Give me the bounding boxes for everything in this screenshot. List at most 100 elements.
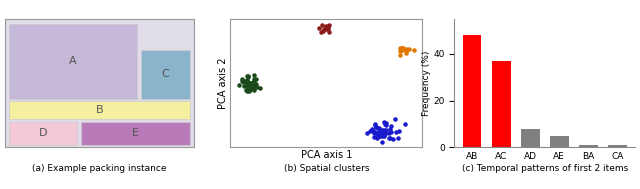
Point [248,88,259,91]
Bar [9,101,190,119]
Point [319,27,330,30]
Point [397,47,407,50]
Point [402,49,412,52]
Point [314,26,324,29]
Point [367,128,377,131]
Point [248,86,259,89]
Point [380,132,390,135]
Point [401,47,412,50]
Point [394,130,404,133]
Point [374,134,384,137]
Point [249,78,259,81]
Point [317,29,328,33]
Point [244,88,255,91]
Point [376,131,387,134]
Point [379,131,389,134]
Point [248,80,259,83]
X-axis label: PCA axis 1: PCA axis 1 [301,150,352,160]
Text: A: A [69,56,77,66]
Point [323,28,333,31]
Point [369,132,379,135]
Y-axis label: Frequency (%): Frequency (%) [422,50,431,116]
Point [379,121,389,124]
Point [373,131,383,134]
Point [241,81,251,84]
Point [246,81,257,84]
Point [242,90,252,93]
Point [390,118,400,121]
Point [243,80,253,83]
Point [393,137,403,140]
Point [250,74,260,77]
Point [239,79,250,82]
Point [404,48,414,51]
Point [237,79,247,82]
Point [377,134,387,137]
Point [395,50,405,53]
Point [371,126,381,129]
Y-axis label: PCA axis 2: PCA axis 2 [218,57,228,109]
Bar [463,35,481,147]
Point [322,27,332,30]
Bar [608,145,627,147]
Point [386,124,396,127]
Point [397,46,408,50]
Point [237,80,248,83]
Point [237,77,248,80]
Point [239,84,250,87]
Point [321,24,332,27]
Point [321,28,331,31]
Bar [521,129,540,147]
Point [244,82,255,85]
Point [252,86,262,89]
Point [323,26,333,29]
Text: (c) Temporal patterns of first 2 items: (c) Temporal patterns of first 2 items [461,164,628,174]
Point [372,136,383,139]
Point [398,47,408,50]
Point [401,49,411,52]
Point [391,130,401,133]
Point [372,132,382,136]
Point [400,122,410,125]
Point [395,47,405,50]
Point [371,131,381,134]
Text: D: D [38,128,47,138]
Point [243,75,253,78]
Bar [579,145,598,147]
Bar [9,24,137,99]
Point [384,132,394,135]
Bar [9,122,77,145]
Point [385,136,396,139]
Point [370,123,380,126]
Point [251,77,261,80]
Point [384,136,394,139]
Point [380,133,390,136]
Point [381,122,391,125]
Point [372,136,382,139]
Point [408,48,419,51]
Point [243,88,253,91]
Point [374,127,385,130]
Bar [492,61,511,147]
Point [368,130,378,133]
Bar [550,136,568,147]
Point [245,87,255,90]
Point [397,46,407,49]
Point [397,48,407,51]
Point [317,24,327,27]
Point [385,127,395,130]
Point [324,30,334,33]
Text: (b) Spatial clusters: (b) Spatial clusters [284,164,369,174]
Point [374,129,385,132]
Point [401,48,411,51]
Text: C: C [162,69,170,79]
Point [381,129,392,132]
Point [243,75,253,78]
Point [250,86,260,89]
Point [243,78,253,81]
Point [388,137,398,140]
Point [243,83,253,86]
Point [381,124,391,127]
Point [379,134,389,137]
Point [374,129,385,132]
